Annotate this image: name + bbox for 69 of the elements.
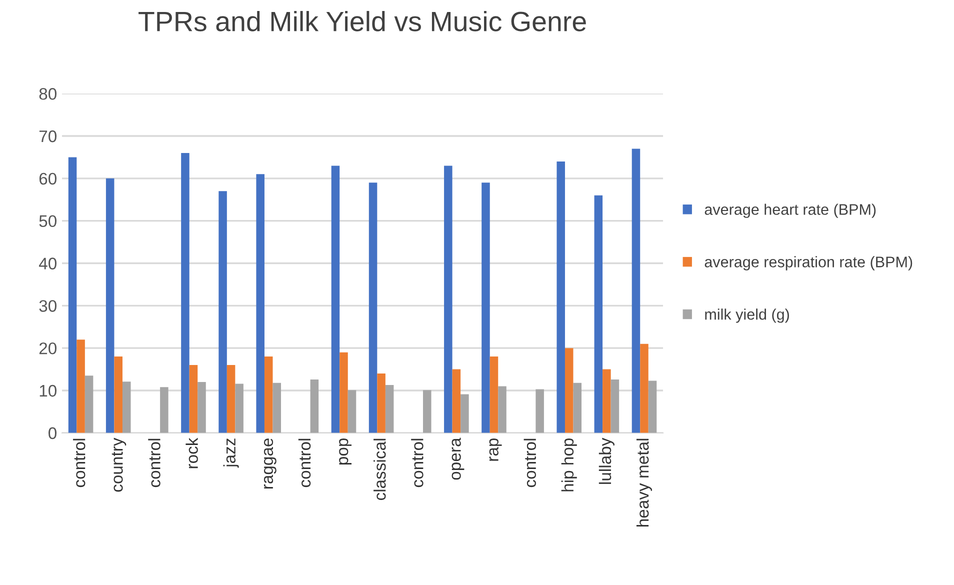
bar (76, 340, 85, 433)
bar (602, 369, 611, 433)
bar (340, 352, 348, 433)
x-tick-label: opera (452, 438, 464, 480)
x-tick-label: control (148, 438, 160, 488)
y-tick-label: 40 (38, 258, 56, 270)
y-tick-label: 80 (39, 88, 56, 100)
bar (235, 384, 244, 433)
bar (310, 379, 319, 433)
bar (536, 389, 544, 433)
x-tick-label: jazz (223, 438, 239, 468)
bar (189, 365, 198, 433)
x-tick-label: country (112, 438, 126, 492)
bar (377, 374, 386, 433)
legend-label: average heart rate (BPM) (704, 204, 876, 218)
bar (272, 382, 282, 433)
x-tick-label: heavy metal (636, 438, 652, 526)
bar (610, 379, 620, 433)
bar (490, 356, 498, 433)
chart-title: TPRs and Milk Yield vs Music Genre (138, 10, 586, 32)
x-tick-label: lullaby (598, 438, 614, 484)
y-tick-label: 0 (48, 427, 56, 440)
x-tick-label: hip hop (561, 438, 577, 492)
x-tick-label: control (524, 438, 536, 488)
bar (482, 182, 490, 433)
x-tick-label: control (73, 438, 86, 488)
bar (198, 382, 206, 433)
legend-label: average respiration rate (BPM) (704, 256, 912, 270)
bar (423, 390, 432, 433)
bar (444, 166, 452, 433)
bar (68, 157, 77, 433)
y-tick-label: 30 (39, 300, 56, 312)
x-tick-label: classical (374, 438, 386, 500)
y-tick-label: 20 (39, 342, 56, 354)
bar (256, 174, 264, 433)
bar (264, 356, 273, 433)
bar (564, 348, 574, 433)
bar (648, 380, 657, 433)
bar (385, 384, 394, 433)
y-tick-label: 60 (39, 172, 56, 185)
legend-label: milk yield (g) (705, 308, 789, 323)
bar (368, 182, 378, 433)
bar (122, 382, 131, 433)
bar (348, 390, 356, 433)
x-tick-label: rap (489, 438, 502, 461)
bar (84, 376, 94, 433)
bar (452, 369, 461, 433)
bar (594, 195, 603, 433)
y-tick-label: 10 (40, 384, 56, 397)
bar (640, 344, 648, 433)
bar (181, 152, 190, 433)
bar (114, 356, 122, 433)
bar (106, 178, 114, 433)
bar (218, 191, 227, 433)
bar (460, 394, 469, 433)
x-tick-label: raggae (264, 438, 276, 489)
bar (331, 166, 340, 433)
y-tick-label: 50 (39, 215, 56, 228)
bar (632, 148, 640, 433)
bar (498, 386, 506, 433)
x-tick-label: control (298, 438, 311, 488)
y-tick-label: 70 (39, 130, 56, 142)
bar (573, 382, 582, 433)
bar (226, 365, 236, 433)
bar (556, 161, 565, 433)
x-tick-label: pop (339, 438, 352, 464)
x-tick-label: rock (186, 438, 198, 468)
bar (160, 387, 168, 433)
x-tick-label: control (411, 438, 424, 488)
